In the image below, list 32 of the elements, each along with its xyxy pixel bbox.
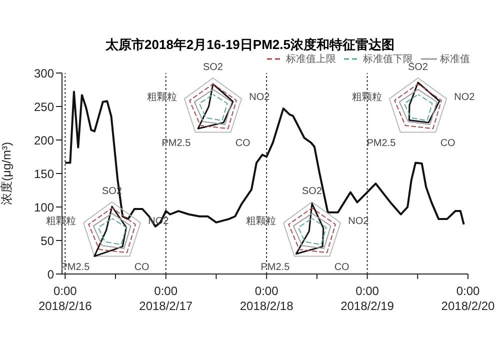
y-tick-label: 100 (34, 200, 54, 214)
y-tick-label: 250 (34, 100, 54, 114)
y-tick-label: 0 (47, 267, 54, 282)
spoke-label: CO (334, 262, 350, 273)
spoke-label: PM2.5 (260, 262, 290, 273)
chart-title: 太原市2018年2月16-19日PM2.5浓度和特征雷达图 (104, 36, 396, 54)
y-tick-label: 300 (34, 66, 54, 80)
x-tick-label: 0:00 2018/2/18 (240, 284, 294, 313)
spoke-label: CO (235, 138, 251, 149)
y-axis-title: 浓度(μg/m³) (0, 142, 14, 205)
spoke-label: SO2 (408, 62, 428, 73)
legend-label: 标准值 (440, 52, 470, 66)
y-tick-label: 200 (34, 133, 54, 148)
spoke-label: SO2 (302, 186, 322, 197)
spoke-label: PM2.5 (366, 138, 396, 149)
spoke-label: 粗颗粒 (352, 92, 382, 103)
legend-label: 标准值上限 (286, 52, 336, 66)
y-tick-label: 150 (34, 166, 54, 181)
spoke-label: NO2 (454, 92, 476, 103)
y-tick-label: 50 (40, 234, 54, 248)
spoke-label: NO2 (348, 216, 370, 227)
spoke-label: CO (134, 262, 150, 273)
spoke-label: CO (440, 138, 456, 149)
spoke-label: NO2 (249, 92, 270, 103)
x-tick-label: 0:00 2018/2/19 (340, 284, 394, 313)
x-tick-label: 0:00 2018/2/20 (441, 284, 496, 313)
spoke-label: 粗颗粒 (146, 92, 177, 103)
x-tick-label: 0:00 2018/2/17 (139, 284, 193, 313)
spoke-label: PM2.5 (162, 138, 192, 149)
spoke-label: 粗颗粒 (246, 216, 276, 227)
x-tick-label: 0:00 2018/2/16 (38, 284, 92, 313)
spoke-label: SO2 (202, 62, 224, 73)
